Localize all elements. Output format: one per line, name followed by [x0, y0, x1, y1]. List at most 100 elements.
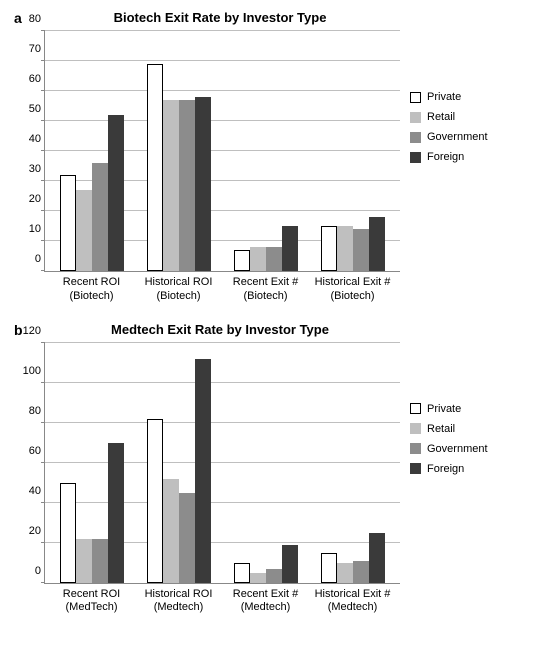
grid-line [45, 60, 400, 61]
y-tick-mark [41, 502, 45, 503]
chart-box: 01020304050607080Recent ROI(Biotech)Hist… [10, 31, 400, 304]
y-tick-mark [41, 60, 45, 61]
y-tick-label: 40 [15, 133, 41, 145]
x-label: Recent ROI(MedTech) [48, 588, 135, 616]
bar-retail [163, 100, 179, 271]
y-tick-mark [41, 582, 45, 583]
bar-private [321, 553, 337, 583]
bar-retail [76, 539, 92, 583]
bar-foreign [195, 97, 211, 271]
bar-group [136, 64, 223, 271]
bar-foreign [282, 226, 298, 271]
bar-foreign [108, 443, 124, 583]
legend-swatch [410, 443, 421, 454]
y-tick-mark [41, 342, 45, 343]
legend-item-private: Private [410, 91, 488, 103]
y-tick-mark [41, 150, 45, 151]
bar-private [60, 175, 76, 271]
x-label: Historical ROI(Biotech) [135, 276, 222, 304]
bar-government [179, 493, 195, 583]
bar-foreign [369, 217, 385, 271]
legend: Private Retail Government Foreign [410, 91, 488, 171]
x-label: Historical ROI(Medtech) [135, 588, 222, 616]
grid-line [45, 30, 400, 31]
bar-group [49, 443, 136, 583]
y-tick-label: 0 [15, 565, 41, 577]
bar-group [136, 359, 223, 583]
y-tick-label: 40 [15, 485, 41, 497]
bar-group [223, 226, 310, 271]
bar-private [234, 250, 250, 271]
chart-box: 020406080100120Recent ROI(MedTech)Histor… [10, 343, 400, 616]
x-label: Recent ROI(Biotech) [48, 276, 135, 304]
bar-group [309, 533, 396, 583]
legend-label: Private [427, 403, 461, 415]
bar-government [92, 163, 108, 271]
plot-area: 01020304050607080 [44, 31, 400, 272]
bar-retail [337, 563, 353, 583]
x-axis-labels: Recent ROI(MedTech)Historical ROI(Medtec… [44, 588, 400, 616]
bar-private [60, 483, 76, 583]
legend-item-foreign: Foreign [410, 151, 488, 163]
legend-swatch [410, 423, 421, 434]
bar-retail [250, 573, 266, 583]
legend-swatch [410, 463, 421, 474]
legend-label: Government [427, 443, 488, 455]
grid-line [45, 382, 400, 383]
bar-government [179, 100, 195, 271]
y-tick-mark [41, 462, 45, 463]
legend-label: Foreign [427, 151, 464, 163]
bar-government [92, 539, 108, 583]
y-tick-label: 20 [15, 193, 41, 205]
legend-item-private: Private [410, 403, 488, 415]
y-tick-label: 20 [15, 525, 41, 537]
bar-retail [250, 247, 266, 271]
grid-line [45, 342, 400, 343]
legend-label: Private [427, 91, 461, 103]
bar-government [353, 229, 369, 271]
legend-swatch [410, 132, 421, 143]
bar-foreign [369, 533, 385, 583]
bar-group [309, 217, 396, 271]
grid-line [45, 90, 400, 91]
bar-government [266, 247, 282, 271]
bar-foreign [108, 115, 124, 271]
y-tick-label: 60 [15, 445, 41, 457]
y-tick-mark [41, 382, 45, 383]
legend-label: Foreign [427, 463, 464, 475]
chart-title: Medtech Exit Rate by Investor Type [10, 322, 400, 337]
y-tick-mark [41, 542, 45, 543]
bar-retail [76, 190, 92, 271]
bar-government [266, 569, 282, 583]
y-tick-mark [41, 120, 45, 121]
bar-group [223, 545, 310, 583]
y-tick-label: 30 [15, 163, 41, 175]
plot-area: 020406080100120 [44, 343, 400, 584]
bar-retail [163, 479, 179, 583]
legend-item-retail: Retail [410, 111, 488, 123]
x-label: Historical Exit #(Medtech) [309, 588, 396, 616]
y-tick-label: 60 [15, 73, 41, 85]
chart-panel-a: aBiotech Exit Rate by Investor Type01020… [10, 10, 532, 304]
legend-item-government: Government [410, 443, 488, 455]
grid-line [45, 422, 400, 423]
y-tick-mark [41, 90, 45, 91]
x-label: Historical Exit #(Biotech) [309, 276, 396, 304]
legend-label: Retail [427, 423, 455, 435]
legend-label: Government [427, 131, 488, 143]
y-tick-mark [41, 180, 45, 181]
legend-label: Retail [427, 111, 455, 123]
legend-swatch [410, 403, 421, 414]
bar-retail [337, 226, 353, 271]
y-tick-label: 50 [15, 103, 41, 115]
y-tick-label: 0 [15, 253, 41, 265]
legend-item-retail: Retail [410, 423, 488, 435]
y-tick-label: 80 [15, 405, 41, 417]
y-tick-mark [41, 240, 45, 241]
y-tick-mark [41, 270, 45, 271]
legend-item-government: Government [410, 131, 488, 143]
y-tick-label: 10 [15, 223, 41, 235]
legend-swatch [410, 112, 421, 123]
y-tick-mark [41, 422, 45, 423]
y-tick-label: 80 [15, 13, 41, 25]
